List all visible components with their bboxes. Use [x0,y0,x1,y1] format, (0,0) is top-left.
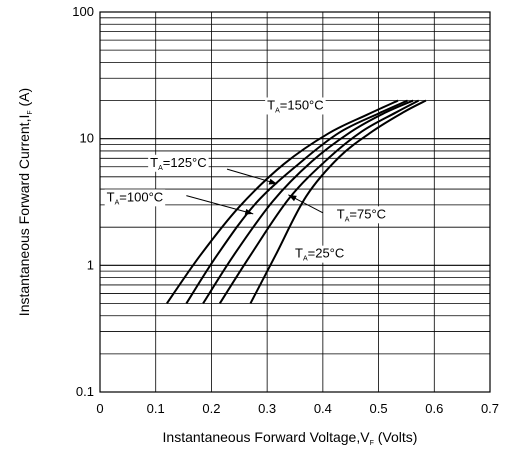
series-label-1: TA=125°C [150,155,207,172]
x-tick-label: 0 [96,401,103,416]
series-curve-3 [218,99,420,305]
series-curve-4 [249,99,427,304]
curves [166,99,427,305]
x-tick-label: 0.5 [370,401,388,416]
arrow-head-icon [288,194,297,202]
y-tick-label: 1 [87,257,94,272]
annotation-bg [104,189,166,207]
series-label-2: TA=100°C [107,189,164,206]
series-label-3: TA=75°C [337,206,386,223]
annotation-bg [334,206,389,224]
x-tick-label: 0.3 [258,401,276,416]
series-curve-1 [185,99,408,305]
x-tick-label: 0.6 [425,401,443,416]
series-label-4: TA=25°C [295,246,344,263]
arrow-head-icon [268,178,278,185]
annotations: TA=150°C TA=125°C TA=100°C TA=75°C TA=25°C [104,97,389,263]
y-axis-label: Instantaneous Forward Current,IF (A) [16,88,34,316]
x-tick-label: 0.1 [147,401,165,416]
plot-frame [99,11,491,393]
annotation-bg [293,245,347,263]
x-tick-label: 0.7 [481,401,499,416]
series-curve-0 [166,99,399,305]
series-label-0: TA=150°C [267,97,324,114]
series-curve-2 [202,99,414,305]
annotation-leader [186,195,254,215]
arrow-head-icon [244,208,254,215]
x-tick-label: 0.4 [314,401,332,416]
y-tick-label: 100 [72,4,94,19]
annotation-bg [265,97,326,115]
x-axis-label: Instantaneous Forward Voltage,VF (Volts) [163,429,418,447]
y-tick-label: 10 [80,131,94,146]
annotation-leader [226,168,278,185]
y-tick-label: 0.1 [76,384,94,399]
x-tick-label: 0.2 [202,401,220,416]
annotation-bg [148,154,209,172]
